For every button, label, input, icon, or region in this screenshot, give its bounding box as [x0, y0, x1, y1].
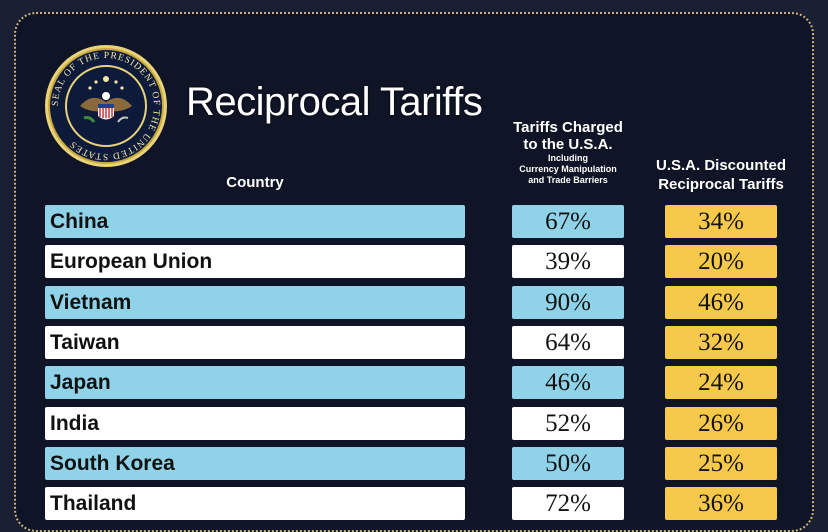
country-cell: Taiwan: [45, 326, 465, 359]
tariff-charged-cell: 46%: [512, 366, 624, 399]
country-cell: Japan: [45, 366, 465, 399]
header-recip-line2: Reciprocal Tariffs: [658, 176, 784, 193]
header-charged-small2: Currency Manipulation: [519, 164, 617, 174]
reciprocal-tariff-cell: 32%: [665, 326, 777, 359]
header-charged-line2: to the U.S.A.: [523, 136, 613, 153]
tariff-charged-cell: 72%: [512, 487, 624, 520]
reciprocal-tariff-cell: 36%: [665, 487, 777, 520]
table-row: China 67% 34%: [0, 205, 828, 238]
country-cell: Thailand: [45, 487, 465, 520]
tariff-charged-cell: 90%: [512, 286, 624, 319]
country-cell: South Korea: [45, 447, 465, 480]
country-cell: India: [45, 407, 465, 440]
header-tariffs-charged: Tariffs Charged to the U.S.A. Including …: [496, 119, 640, 186]
header-country: Country: [226, 174, 284, 191]
tariff-charged-cell: 39%: [512, 245, 624, 278]
country-cell: Vietnam: [45, 286, 465, 319]
table-row: Japan 46% 24%: [0, 366, 828, 399]
presidential-seal-icon: SEAL OF THE PRESIDENT OF THE UNITED STAT…: [45, 45, 167, 167]
reciprocal-tariff-cell: 34%: [665, 205, 777, 238]
table-row: Thailand 72% 36%: [0, 487, 828, 520]
reciprocal-tariff-cell: 46%: [665, 286, 777, 319]
tariff-charged-cell: 50%: [512, 447, 624, 480]
table-row: India 52% 26%: [0, 407, 828, 440]
country-cell: China: [45, 205, 465, 238]
table-row: European Union 39% 20%: [0, 245, 828, 278]
tariff-charged-cell: 52%: [512, 407, 624, 440]
reciprocal-tariff-cell: 20%: [665, 245, 777, 278]
tariff-charged-cell: 67%: [512, 205, 624, 238]
country-cell: European Union: [45, 245, 465, 278]
header-charged-small3: and Trade Barriers: [528, 175, 608, 185]
reciprocal-tariff-cell: 26%: [665, 407, 777, 440]
tariff-charged-cell: 64%: [512, 326, 624, 359]
reciprocal-tariff-cell: 25%: [665, 447, 777, 480]
page-title: Reciprocal Tariffs: [186, 80, 483, 124]
reciprocal-tariff-cell: 24%: [665, 366, 777, 399]
header-reciprocal-tariffs: U.S.A. Discounted Reciprocal Tariffs: [646, 156, 796, 194]
table-row: South Korea 50% 25%: [0, 447, 828, 480]
header-recip-line1: U.S.A. Discounted: [655, 157, 786, 174]
table-row: Vietnam 90% 46%: [0, 286, 828, 319]
header-charged-small1: Including: [548, 153, 588, 163]
table-row: Taiwan 64% 32%: [0, 326, 828, 359]
header-charged-line1: Tariffs Charged: [513, 119, 623, 136]
